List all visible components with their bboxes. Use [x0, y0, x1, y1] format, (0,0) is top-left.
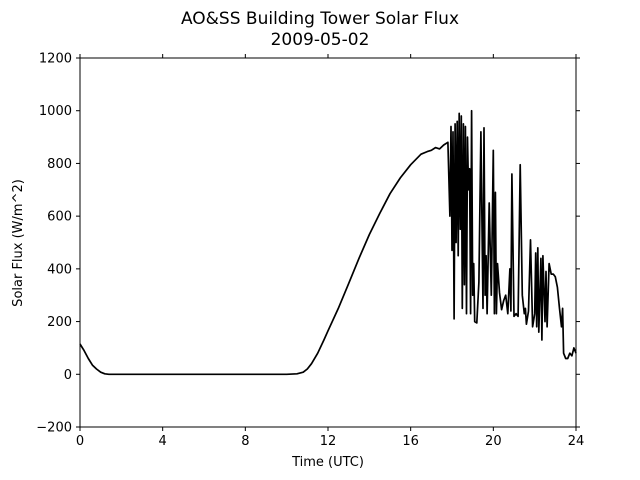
y-tick-label: 600: [47, 210, 72, 225]
x-tick-label: 20: [485, 434, 502, 449]
plot-frame: [79, 57, 577, 428]
x-tick-label: 12: [320, 434, 337, 449]
plot-area: [79, 57, 577, 428]
y-tick-label: 800: [47, 157, 72, 172]
y-tick-label: 200: [47, 315, 72, 330]
chart-title: AO&SS Building Tower Solar Flux: [181, 9, 459, 29]
chart-subtitle: 2009-05-02: [271, 30, 370, 50]
x-axis: 0 4 8 12 16 20 24: [76, 54, 584, 449]
y-tick-label: 1200: [39, 52, 72, 67]
x-tick-label: 24: [568, 434, 585, 449]
x-tick-label: 8: [241, 434, 249, 449]
y-tick-label: −200: [36, 421, 72, 436]
y-tick-label: 0: [64, 368, 72, 383]
y-tick-label: 400: [47, 262, 72, 277]
x-tick-label: 16: [402, 434, 419, 449]
series-line: [79, 109, 577, 376]
x-tick-label: 0: [76, 434, 84, 449]
x-axis-label: Time (UTC): [291, 455, 364, 470]
y-axis: −200 0 200 400 600 800 1000 1200: [36, 52, 580, 436]
y-axis-label: Solar Flux (W/m^2): [11, 179, 26, 307]
x-tick-label: 4: [159, 434, 167, 449]
y-tick-label: 1000: [39, 104, 72, 119]
